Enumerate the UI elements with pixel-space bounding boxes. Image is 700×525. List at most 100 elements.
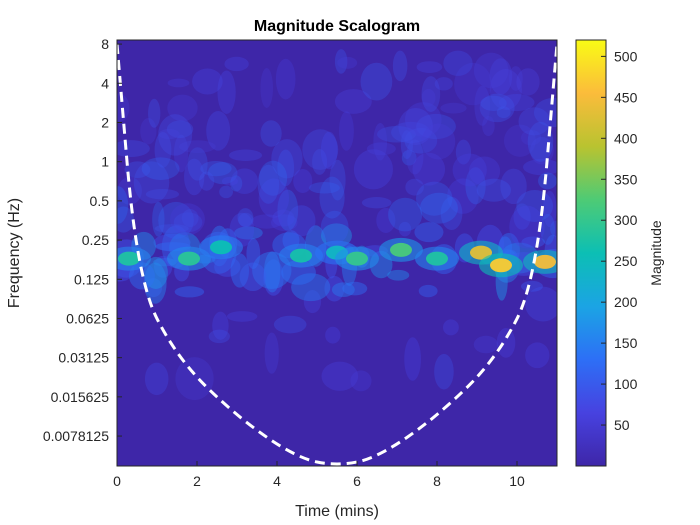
heat-texture-cell	[166, 120, 194, 138]
heat-texture-cell	[144, 362, 169, 396]
heat-texture-cell	[337, 56, 358, 69]
y-tick-label: 0.0625	[66, 310, 109, 326]
heat-texture-cell	[339, 111, 354, 151]
heat-texture-cell	[207, 161, 238, 185]
heat-texture-cell	[179, 140, 216, 153]
heat-texture-cell	[270, 214, 298, 231]
heat-texture-cell	[500, 168, 527, 205]
hotspot-cell	[290, 248, 312, 263]
heat-texture-cell	[239, 262, 267, 292]
x-tick-label: 2	[193, 473, 201, 489]
heat-texture-cell	[496, 106, 511, 119]
heat-texture-cell	[302, 129, 339, 170]
heat-texture-cell	[443, 319, 459, 336]
heat-texture-cell	[167, 94, 198, 122]
heat-texture-cell	[158, 114, 193, 156]
heat-texture-cell	[361, 197, 392, 209]
heat-texture-cell	[173, 212, 203, 233]
y-tick-label: 8	[101, 36, 109, 52]
colorbar-tick-label: 50	[614, 417, 630, 433]
heat-texture-cell	[405, 178, 424, 196]
heat-texture-cell	[516, 68, 540, 96]
heat-texture-cell	[538, 172, 557, 190]
heat-texture-cell	[229, 212, 255, 247]
colorbar-border	[575, 39, 607, 467]
heat-texture-cell	[303, 290, 322, 314]
colorbar-tick-label: 450	[614, 89, 638, 105]
heat-texture-cell	[192, 68, 223, 95]
heat-texture-cell	[320, 131, 338, 170]
heat-texture-cell	[404, 337, 422, 381]
heat-texture-cell	[214, 256, 241, 277]
heat-texture-cell	[291, 273, 331, 302]
heat-texture-cell	[287, 205, 316, 237]
heat-texture-cell	[543, 190, 557, 228]
y-tick-label: 0.015625	[51, 389, 110, 405]
heat-texture-cell	[264, 332, 279, 374]
heat-texture-cell	[452, 153, 487, 187]
x-tick-label: 10	[509, 473, 525, 489]
hotspot-cell	[390, 242, 412, 257]
heat-texture-cell	[321, 361, 359, 391]
heat-texture-cell	[455, 139, 472, 165]
heat-texture-cell	[474, 85, 491, 126]
heat-texture-cell	[325, 326, 341, 344]
heat-texture-cell	[158, 201, 194, 239]
heat-texture-cell	[473, 335, 499, 354]
heat-texture-cell	[388, 197, 423, 232]
heat-texture-cell	[277, 189, 299, 231]
heat-texture-cell	[230, 253, 250, 288]
y-tick-label: 0.25	[82, 232, 109, 248]
heat-texture-cell	[263, 251, 281, 293]
scalogram-plot-area	[116, 39, 558, 467]
heat-texture-cell	[398, 221, 412, 237]
colorbar-tick-label: 100	[614, 376, 638, 392]
heat-texture-cell	[198, 171, 215, 191]
heat-texture-cell	[414, 222, 444, 243]
colorbar-tick-label: 200	[614, 294, 638, 310]
heat-texture-cell	[496, 328, 516, 358]
x-axis: 0 2 4 6 8 10	[113, 461, 525, 489]
heat-texture-cell	[154, 132, 172, 168]
hotspot-cell	[490, 258, 512, 273]
hotspot-cell	[534, 254, 556, 269]
heat-texture-cell	[482, 115, 495, 137]
heat-texture-cell	[174, 286, 205, 298]
heat-texture-cell	[376, 125, 416, 143]
colorbar-tick-label: 300	[614, 212, 638, 228]
heat-texture-cell	[117, 206, 134, 233]
heat-texture-cell	[308, 182, 340, 194]
heat-texture-cell	[144, 262, 167, 304]
x-tick-label: 0	[113, 473, 121, 489]
heat-texture-cell	[353, 149, 393, 190]
heat-texture-cell	[509, 205, 545, 249]
y-axis-label: Frequency (Hz)	[6, 198, 23, 308]
heat-texture-cell	[525, 342, 550, 369]
x-axis-label: Time (mins)	[295, 503, 379, 520]
heat-texture-cell	[228, 149, 263, 161]
heat-texture-cell	[320, 210, 349, 245]
heat-texture-cell	[212, 311, 229, 340]
y-tick-label: 2	[101, 114, 109, 130]
heat-texture-cell	[521, 280, 543, 292]
heat-texture-cell	[221, 176, 238, 186]
heat-texture-cell	[508, 66, 523, 91]
x-tick-label: 8	[433, 473, 441, 489]
heat-texture-cell	[392, 50, 408, 82]
heat-texture-cell	[342, 281, 368, 296]
heat-texture-cell	[523, 159, 557, 176]
heat-texture-cell	[503, 124, 536, 157]
heat-texture-cell	[117, 93, 130, 123]
heat-texture-cell	[319, 176, 345, 219]
colorbar-tick-label: 350	[614, 171, 638, 187]
colorbar-ticks: 50 100 150 200 250 300 350 400 450 500	[601, 48, 638, 433]
heat-texture-cell	[258, 178, 290, 218]
heat-texture-cell	[148, 98, 161, 128]
heat-texture-cell	[518, 107, 551, 136]
heat-texture-cell	[468, 156, 501, 186]
heat-texture-cell	[260, 68, 274, 108]
heat-texture-cell	[447, 178, 479, 214]
heat-texture-cell	[401, 149, 417, 166]
heat-texture-cell	[158, 128, 180, 140]
